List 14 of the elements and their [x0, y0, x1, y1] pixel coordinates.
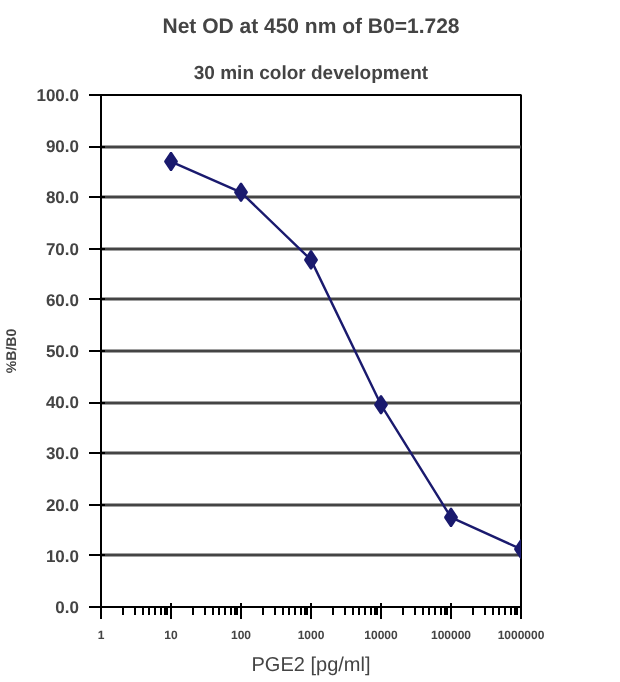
y-tick-label: 90.0	[45, 136, 80, 157]
y-tick-label: 20.0	[45, 494, 80, 515]
chart-title: Net OD at 450 nm of B0=1.728	[162, 15, 460, 39]
y-tick-label: 10.0	[45, 545, 80, 566]
y-tick-label: 100.0	[36, 85, 80, 105]
x-axis-title: PGE2 [pg/ml]	[251, 655, 371, 677]
y-tick-label: 70.0	[45, 238, 80, 259]
y-tick-label: 0.0	[55, 597, 80, 617]
y-tick-label: 80.0	[45, 187, 80, 208]
y-tick-label: 50.0	[45, 341, 80, 361]
y-tick-label: 60.0	[45, 289, 80, 310]
chart-subtitle: 30 min color development	[193, 63, 430, 85]
y-tick-label: 30.0	[45, 443, 80, 464]
y-tick-label: 40.0	[45, 392, 80, 413]
